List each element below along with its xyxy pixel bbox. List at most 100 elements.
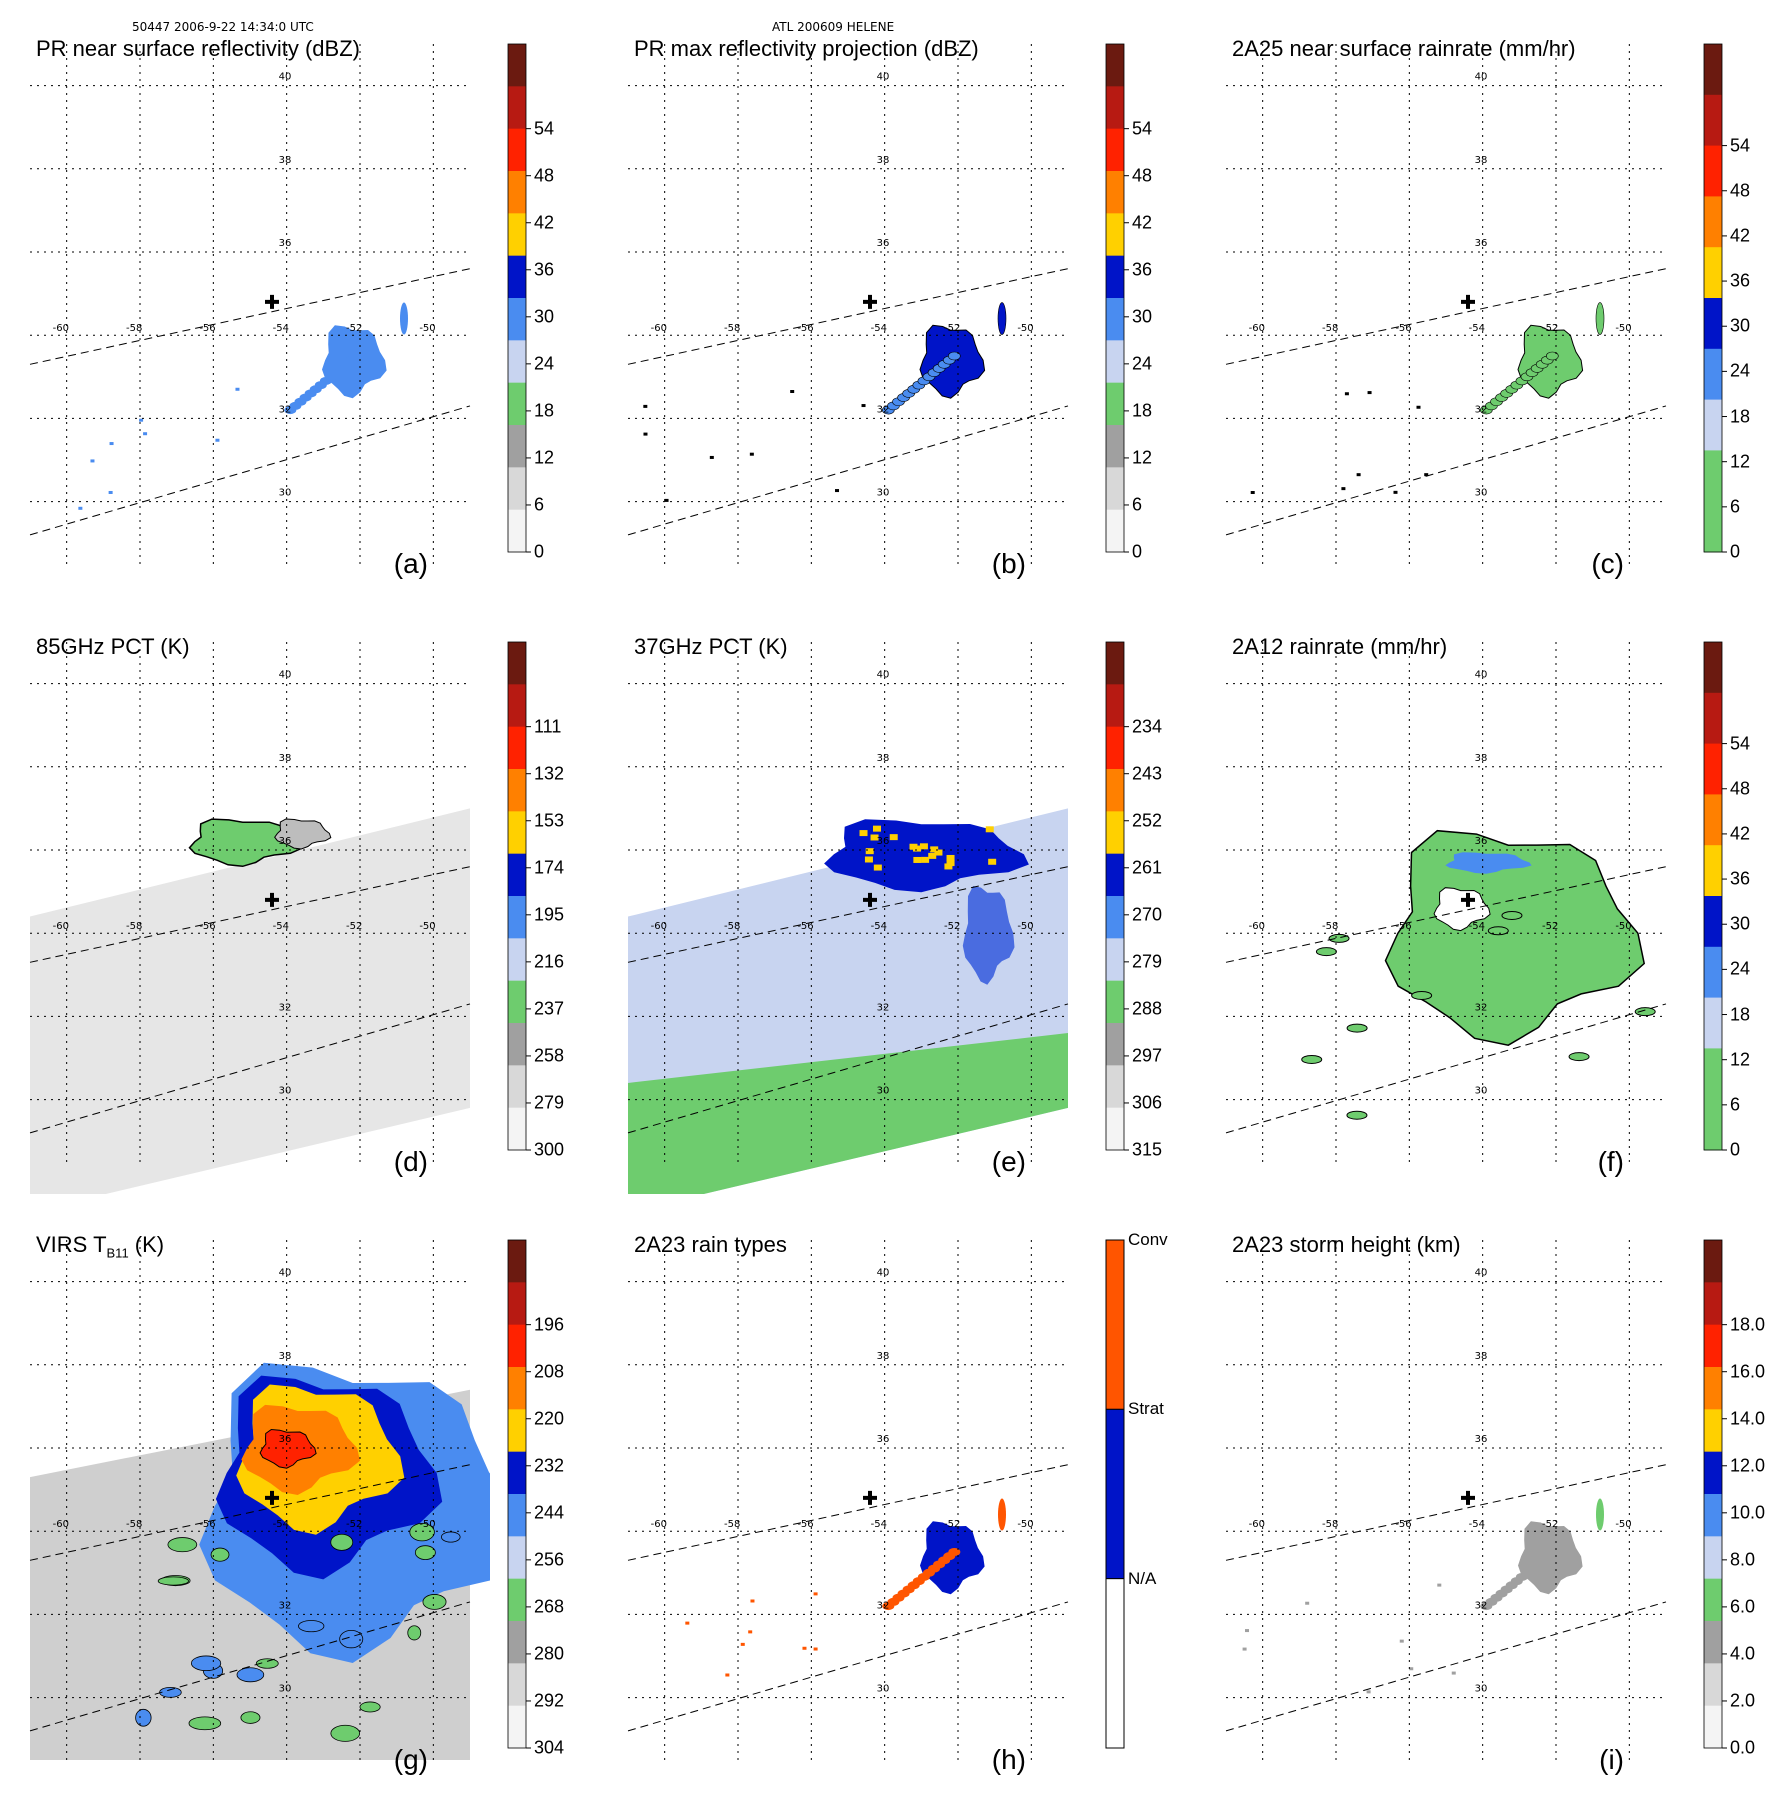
colorbar-tick-label: 220: [534, 1408, 565, 1429]
colorbar: 234 243 252 261 270 279 288 297 306 315: [1100, 634, 1170, 1160]
panel-label: (h): [991, 1744, 1026, 1775]
swath-edge: [627, 1464, 1069, 1561]
cloud-cell: [414, 1545, 436, 1560]
colorbar: 54 48 42 36 30 24 18 12 6 0: [1698, 36, 1768, 562]
colorbar-segment: [1704, 1705, 1722, 1749]
colorbar-segment: [1704, 794, 1722, 846]
colorbar-segment: [1704, 1324, 1722, 1368]
map-plot: -60 -58 -56 -54 -52 -50 40 38 36 32 30: [627, 1240, 1069, 1760]
colorbar-tick-label: 48: [1730, 778, 1751, 799]
swath-edge: [1225, 866, 1667, 963]
latitude-label: 32: [1475, 1600, 1488, 1611]
colorbar-tick-label: 54: [1730, 733, 1751, 754]
isolated-echo: [109, 442, 114, 446]
colorbar-segment: [508, 1107, 526, 1151]
colorbar-tick-label: 30: [1132, 306, 1153, 327]
colorbar-segment: [1704, 247, 1722, 299]
longitude-label: -56: [797, 921, 813, 932]
latitude-label: 30: [1475, 488, 1488, 499]
colorbar-segment: [1106, 938, 1124, 982]
latitude-label: 32: [877, 1002, 890, 1013]
title-main: VIRS T: [36, 1232, 107, 1257]
panel-i: -60 -58 -56 -54 -52 -50 40 38 36 32 30 2A23 storm …: [1206, 1232, 1771, 1812]
colorbar-tick-label: 258: [534, 1045, 565, 1066]
colorbar-segment: [508, 298, 526, 341]
longitude-label: -54: [1469, 1519, 1485, 1530]
isolated-echo: [643, 432, 648, 436]
colorbar-tick-label: 16.0: [1730, 1361, 1766, 1382]
colorbar-segment: [1106, 128, 1124, 172]
latitude-label: 36: [877, 238, 890, 249]
panel-title: 2A23 storm height (km): [1232, 1232, 1461, 1257]
ice-scatter-pixel: [944, 863, 953, 870]
colorbar-tick-label: 18.0: [1730, 1314, 1766, 1335]
colorbar-tick-label: 12: [534, 447, 555, 468]
isolated-echo: [740, 1642, 745, 1646]
panel-title: 2A23 rain types: [634, 1232, 787, 1257]
ice-scatter-pixel: [864, 856, 873, 863]
isolated-echo: [1250, 491, 1255, 495]
colorbar-tick-label: 243: [1132, 763, 1163, 784]
colorbar-segment: [1106, 171, 1124, 214]
swath-edge: [29, 268, 471, 365]
longitude-label: -52: [346, 921, 362, 932]
ice-scatter-pixel: [985, 826, 994, 833]
isolated-echo: [748, 1630, 753, 1634]
longitude-label: -60: [53, 323, 69, 334]
colorbar-tick-label: 252: [1132, 810, 1163, 831]
colorbar-category-label: Strat: [1128, 1399, 1164, 1419]
latitude-label: 40: [279, 1268, 292, 1279]
colorbar-segment: [1106, 853, 1124, 897]
map-plot: -60 -58 -56 -54 -52 -50 40 38 36 32 30: [627, 44, 1069, 564]
colorbar-tick-label: 24: [1730, 958, 1751, 979]
colorbar-tick-label: 24: [534, 353, 555, 374]
colorbar-tick-label: 196: [534, 1314, 565, 1335]
colorbar-tick-label: 208: [534, 1361, 565, 1382]
colorbar-segment: [1704, 1663, 1722, 1707]
latitude-label: 40: [279, 670, 292, 681]
colorbar-tick-label: 12: [1132, 447, 1153, 468]
colorbar-tick-label: 304: [534, 1737, 565, 1758]
colorbar-segment: [1704, 1367, 1722, 1410]
colorbar-segment: [1704, 1099, 1722, 1151]
longitude-label: -60: [1249, 323, 1265, 334]
scattered-rain-cell: [1346, 1023, 1368, 1033]
latitude-label: 38: [877, 1351, 890, 1362]
colorbar-tick-label: 30: [1730, 315, 1751, 336]
longitude-label: -58: [724, 1519, 740, 1530]
swath-edge: [29, 1464, 471, 1561]
colorbar-segment: [508, 340, 526, 384]
colorbar-tick-label: 0: [1730, 1139, 1741, 1160]
colorbar-tick-label: 315: [1132, 1139, 1163, 1160]
latitude-label: 40: [279, 72, 292, 83]
colorbar-segment: [1704, 896, 1722, 948]
colorbar-segment: [508, 769, 526, 812]
latitude-label: 38: [279, 155, 292, 166]
latitude-label: 32: [279, 1600, 292, 1611]
swath-edge: [1225, 1003, 1667, 1134]
longitude-label: -58: [126, 1519, 142, 1530]
colorbar-tick-label: 4.0: [1730, 1643, 1756, 1664]
ice-scatter-pixel: [919, 843, 928, 850]
longitude-label: -54: [871, 323, 887, 334]
panel-label: (g): [393, 1744, 428, 1775]
colorbar-scale: [507, 43, 531, 553]
longitude-label: -54: [871, 1519, 887, 1530]
colorbar-tick-label: 132: [534, 763, 565, 784]
colorbar-segment: [1704, 94, 1722, 147]
scattered-rain-cell: [1301, 1054, 1323, 1064]
longitude-label: -56: [199, 323, 215, 334]
colorbar: 111 132 153 174 195 216 237 258 279 300: [502, 634, 572, 1160]
isolated-echo: [1356, 473, 1361, 477]
panel-label: (c): [1591, 548, 1624, 579]
outer-band-cell: [400, 302, 408, 335]
colorbar-tick-label: 268: [534, 1596, 565, 1617]
ice-scatter-pixel: [859, 830, 868, 837]
colorbar-segment: [508, 86, 526, 130]
colorbar-segment: [1106, 44, 1124, 87]
ice-scatter-pixel: [928, 852, 937, 859]
longitude-label: -50: [1615, 1519, 1631, 1530]
colorbar-tick-label: 48: [1730, 180, 1751, 201]
longitude-label: -52: [346, 323, 362, 334]
colorbar-segment: [1704, 145, 1722, 197]
